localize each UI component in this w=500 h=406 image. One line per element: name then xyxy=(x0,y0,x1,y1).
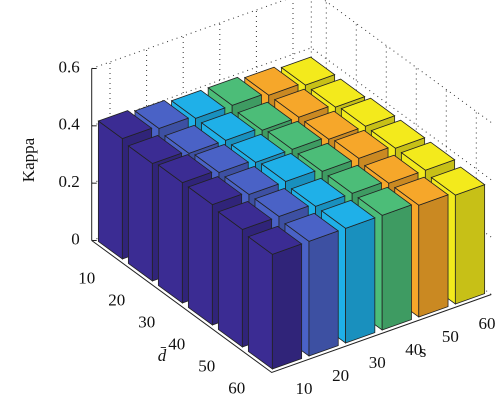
bar-face-top xyxy=(164,124,220,154)
bar-face-side xyxy=(418,194,449,318)
bar-face-top xyxy=(297,142,353,172)
bar xyxy=(247,225,303,370)
bar-face-side xyxy=(271,243,303,370)
bar-face-top xyxy=(273,88,329,118)
bar-face-front xyxy=(247,235,273,370)
bar-face-top xyxy=(393,176,449,206)
z-axis-label: Kappa xyxy=(19,137,38,182)
y-tick-label: 50 xyxy=(442,327,459,346)
bar-face-top xyxy=(340,97,396,127)
bar-face-top xyxy=(320,199,376,229)
bar-face-front xyxy=(187,186,213,326)
bar-face-top xyxy=(200,111,256,141)
bar-face-top xyxy=(267,120,323,150)
y-tick-label: 40 xyxy=(405,340,422,359)
z-tick-label: 0.2 xyxy=(58,172,79,191)
bar-face-side xyxy=(308,230,339,357)
y-tick-label: 30 xyxy=(369,353,386,372)
z-tick-label: 0.4 xyxy=(58,115,80,134)
bar-face-top xyxy=(224,166,280,195)
x-tick-label: 40 xyxy=(168,334,185,353)
bar-face-top xyxy=(303,110,359,140)
y-tick-label: 60 xyxy=(479,314,496,333)
z-tick-label: 0 xyxy=(71,229,80,248)
bar-face-top xyxy=(127,135,183,164)
bar-face-top xyxy=(290,177,346,207)
bar-face-top xyxy=(254,188,310,217)
bar-face-front xyxy=(217,211,243,348)
bar-face-top xyxy=(194,144,250,173)
bar-face-side xyxy=(381,204,412,331)
y-axis-label: s xyxy=(420,342,427,361)
z-tick-label: 0.6 xyxy=(58,57,79,76)
bar-face-top xyxy=(370,119,426,149)
bar-face-top xyxy=(430,166,486,196)
bar-face-top xyxy=(207,76,263,106)
bar-face-top xyxy=(157,154,213,184)
bar-face-top xyxy=(217,201,273,230)
x-tick-label: 60 xyxy=(228,378,245,397)
bar-face-top xyxy=(310,78,366,108)
bar-face-top xyxy=(230,133,286,163)
axis-line xyxy=(91,240,492,374)
x-axis-label: d̄ xyxy=(158,346,167,365)
bar-face-top xyxy=(237,101,293,131)
y-tick-label: 10 xyxy=(296,379,313,398)
x-tick-label: 30 xyxy=(138,312,155,331)
bar-face-top xyxy=(400,141,456,171)
bar-face-top xyxy=(97,110,153,140)
bar-face-top xyxy=(243,66,299,96)
bar-face-top xyxy=(333,129,389,159)
bar-face-top xyxy=(260,153,316,182)
bar-face-front xyxy=(127,145,153,282)
bar-face-top xyxy=(280,56,336,86)
bar-face-side xyxy=(454,184,486,305)
bar-face-top xyxy=(327,164,383,194)
x-tick-label: 10 xyxy=(78,268,95,287)
x-tick-label: 50 xyxy=(198,356,215,375)
bar-face-top xyxy=(357,186,413,216)
bar-face-top xyxy=(284,212,340,242)
bar-face-front xyxy=(97,120,123,260)
bar-face-top xyxy=(247,225,303,255)
bar-face-top xyxy=(187,176,243,206)
bar-face-front xyxy=(157,164,183,304)
bar-face-side xyxy=(345,217,376,344)
bar-face-top xyxy=(134,100,190,129)
y-tick-label: 20 xyxy=(332,366,349,385)
bar-face-top xyxy=(170,89,226,119)
bar-face-top xyxy=(363,154,419,184)
x-tick-label: 20 xyxy=(108,290,125,309)
